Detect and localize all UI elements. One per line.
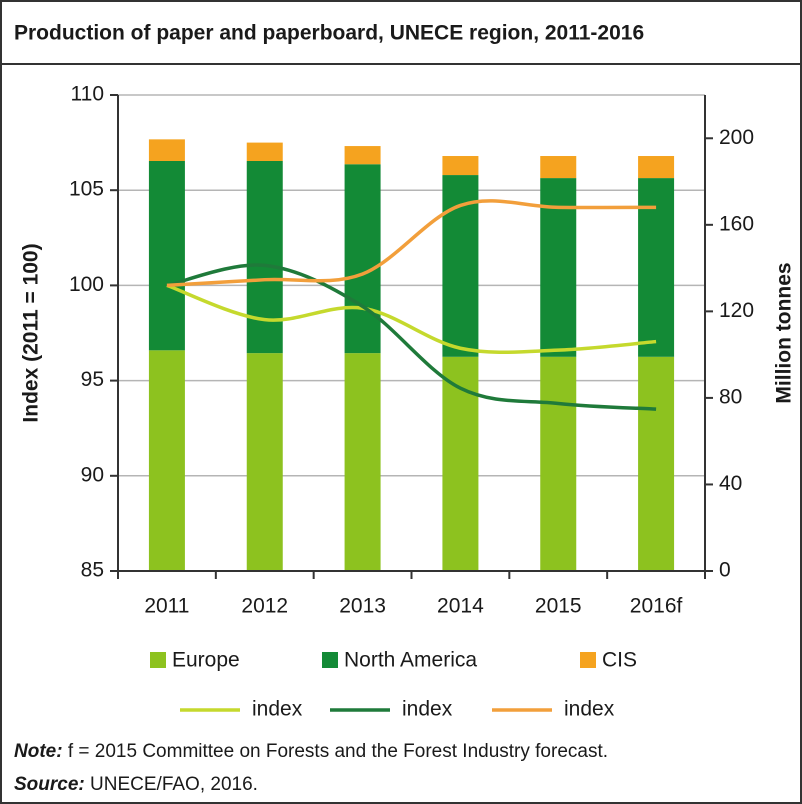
bar-segment	[540, 156, 577, 179]
bar-segment	[148, 139, 185, 161]
note: Note: f = 2015 Committee on Forests and …	[14, 741, 608, 762]
y-tick-label: 95	[81, 368, 104, 391]
x-tick-label: 2011	[144, 595, 189, 618]
y-tick-label: 110	[71, 83, 104, 106]
bar-segment	[442, 156, 479, 176]
note-text: f = 2015 Committee on Forests and the Fo…	[68, 741, 608, 762]
legend-label: index	[252, 698, 303, 721]
x-tick-label: 2013	[339, 595, 386, 618]
y2-tick-label: 0	[719, 559, 731, 582]
y2-tick-label: 40	[719, 472, 742, 495]
legend-label: North America	[344, 649, 477, 672]
y2-axis-label: Million tonnes	[773, 262, 796, 403]
x-tick-label: 2016f	[630, 595, 683, 618]
legend-label: index	[402, 698, 453, 721]
y2-tick-label: 80	[719, 385, 742, 408]
x-tick-label: 2014	[437, 595, 484, 618]
bar-segment	[148, 160, 185, 351]
bar-segment	[344, 353, 381, 571]
bar-segment	[638, 156, 675, 179]
bar-segment	[246, 142, 283, 161]
y-tick-label: 90	[81, 463, 104, 486]
source-text: UNECE/FAO, 2016.	[90, 774, 258, 795]
bar-segment	[638, 178, 675, 357]
y-axis-label: Index (2011 = 100)	[20, 243, 43, 422]
legend-label: index	[564, 698, 615, 721]
bar-segment	[344, 164, 381, 354]
legend-swatch	[150, 652, 166, 668]
index-line	[166, 199, 657, 288]
source-label: Source:	[14, 774, 85, 795]
source: Source: UNECE/FAO, 2016.	[14, 774, 258, 795]
bar-segment	[344, 146, 381, 165]
bar-segment	[246, 353, 283, 571]
legend-swatch	[322, 652, 338, 668]
index-line	[166, 283, 657, 354]
legend-label: Europe	[172, 649, 240, 672]
y-tick-label: 100	[69, 273, 104, 296]
x-tick-label: 2015	[535, 595, 582, 618]
y-tick-label: 85	[81, 559, 104, 582]
y2-tick-label: 120	[719, 299, 754, 322]
note-label: Note:	[14, 741, 63, 762]
x-tick-label: 2012	[241, 595, 288, 618]
bar-segment	[540, 356, 577, 571]
y2-tick-label: 160	[719, 212, 754, 235]
chart-title: Production of paper and paperboard, UNEC…	[14, 22, 644, 45]
index-line	[166, 263, 657, 411]
legend-label: CIS	[602, 649, 637, 672]
legend-swatch	[580, 652, 596, 668]
bar-segment	[638, 356, 675, 571]
bar-segment	[148, 350, 185, 571]
y2-tick-label: 200	[719, 126, 754, 149]
bar-segment	[246, 160, 283, 354]
y-tick-label: 105	[69, 178, 104, 201]
